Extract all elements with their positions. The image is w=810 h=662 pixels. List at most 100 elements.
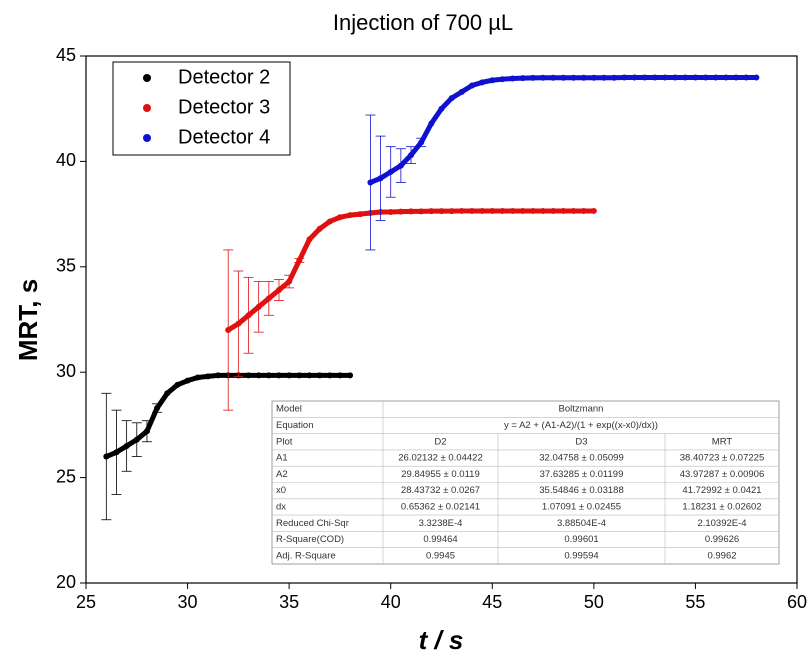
data-point xyxy=(733,74,740,81)
table-cell: A1 xyxy=(276,453,288,464)
data-point xyxy=(418,208,425,215)
table-cell: 41.72992 ± 0.0421 xyxy=(682,485,761,496)
data-point xyxy=(499,207,506,214)
table-cell: dx xyxy=(276,501,286,512)
data-point xyxy=(408,152,415,159)
data-point xyxy=(540,74,547,81)
data-point xyxy=(336,214,343,221)
table-cell: Plot xyxy=(276,436,293,447)
data-point xyxy=(215,372,222,379)
x-tick-label: 40 xyxy=(381,592,401,612)
data-point xyxy=(580,207,587,214)
data-point xyxy=(519,75,526,82)
table-cell: 1.07091 ± 0.02455 xyxy=(542,501,621,512)
data-point xyxy=(448,208,455,215)
table-cell: 38.40723 ± 0.07225 xyxy=(680,453,764,464)
data-point xyxy=(753,74,760,81)
data-point xyxy=(509,75,516,82)
data-point xyxy=(540,207,547,214)
data-point xyxy=(611,74,618,81)
table-cell: 3.88504E-4 xyxy=(557,518,606,529)
data-point xyxy=(651,74,658,81)
x-tick-label: 35 xyxy=(279,592,299,612)
y-tick-label: 35 xyxy=(56,256,76,276)
data-point xyxy=(743,74,750,81)
data-point xyxy=(387,208,394,215)
table-cell: R-Square(COD) xyxy=(276,534,344,545)
data-point xyxy=(428,120,435,127)
x-tick-label: 55 xyxy=(685,592,705,612)
data-point xyxy=(113,449,120,456)
table-cell: 43.97287 ± 0.00906 xyxy=(680,469,764,480)
data-point xyxy=(458,88,465,95)
table-cell: D3 xyxy=(575,436,587,447)
data-point xyxy=(296,257,303,264)
data-point xyxy=(509,207,516,214)
table-cell: y = A2 + (A1-A2)/(1 + exp((x-x0)/dx)) xyxy=(504,420,658,431)
table-cell: 3.3238E-4 xyxy=(419,518,463,529)
table-cell: MRT xyxy=(712,436,733,447)
table-cell: 29.84955 ± 0.0119 xyxy=(401,469,479,480)
data-point xyxy=(418,139,425,146)
data-point xyxy=(641,74,648,81)
table-cell: 2.10392E-4 xyxy=(697,518,746,529)
data-point xyxy=(550,74,557,81)
data-point xyxy=(489,77,496,84)
data-point xyxy=(601,74,608,81)
data-point xyxy=(468,207,475,214)
data-point xyxy=(275,286,282,293)
data-point xyxy=(347,372,354,379)
data-point xyxy=(164,390,171,397)
data-point xyxy=(245,312,252,319)
data-point xyxy=(570,207,577,214)
data-point xyxy=(326,372,333,379)
legend-box xyxy=(112,61,291,156)
data-point xyxy=(174,381,181,388)
data-point xyxy=(154,405,161,412)
data-point xyxy=(428,208,435,215)
data-point xyxy=(265,372,272,379)
y-tick-label: 20 xyxy=(56,572,76,592)
data-point xyxy=(621,74,628,81)
x-tick-label: 45 xyxy=(482,592,502,612)
table-cell: Boltzmann xyxy=(559,404,604,415)
plot-frame xyxy=(85,55,798,584)
data-point xyxy=(529,207,536,214)
data-point xyxy=(286,278,293,285)
data-point xyxy=(377,175,384,182)
data-line xyxy=(226,208,594,333)
data-point xyxy=(387,168,394,175)
data-point xyxy=(672,74,679,81)
data-point xyxy=(631,74,638,81)
table-cell: 26.02132 ± 0.04422 xyxy=(398,453,482,464)
table-cell: 0.99626 xyxy=(705,534,739,545)
table-cell: 35.54846 ± 0.03188 xyxy=(539,485,623,496)
data-point xyxy=(712,74,719,81)
table-cell: x0 xyxy=(276,485,286,496)
table-cell: Model xyxy=(276,404,302,415)
data-point xyxy=(408,208,415,215)
table-cell: 0.9962 xyxy=(707,550,736,561)
data-point xyxy=(560,74,567,81)
data-point xyxy=(661,74,668,81)
data-point xyxy=(275,372,282,379)
data-point xyxy=(438,105,445,112)
data-point xyxy=(347,212,354,219)
table-cell: 0.99601 xyxy=(564,534,598,545)
data-point xyxy=(336,372,343,379)
data-point xyxy=(529,74,536,81)
data-point xyxy=(316,225,323,232)
data-point xyxy=(580,74,587,81)
data-point xyxy=(550,207,557,214)
y-tick-label: 30 xyxy=(56,361,76,381)
data-point xyxy=(204,373,211,380)
legend-label: Detector 2 xyxy=(178,66,270,88)
data-point xyxy=(682,74,689,81)
data-point xyxy=(468,82,475,89)
data-point xyxy=(702,74,709,81)
data-point xyxy=(590,74,597,81)
data-point xyxy=(194,374,201,381)
data-point xyxy=(286,372,293,379)
data-point xyxy=(397,208,404,215)
